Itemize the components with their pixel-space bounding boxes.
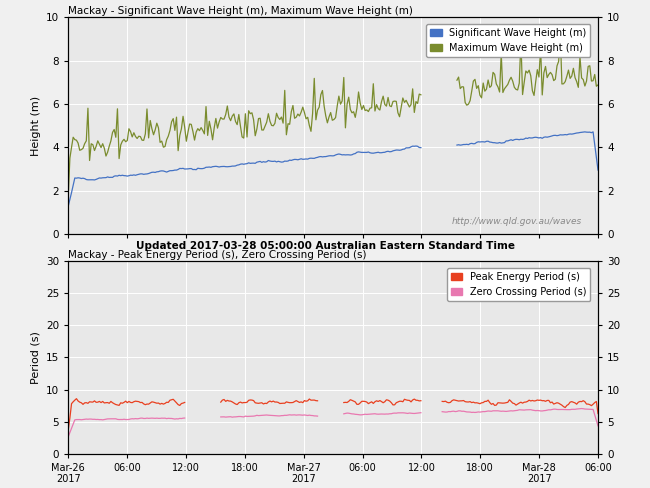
Text: http://www.qld.gov.au/waves: http://www.qld.gov.au/waves bbox=[452, 217, 582, 225]
Text: Mackay - Significant Wave Height (m), Maximum Wave Height (m): Mackay - Significant Wave Height (m), Ma… bbox=[68, 6, 413, 16]
Y-axis label: Height (m): Height (m) bbox=[31, 96, 40, 156]
Legend: Peak Energy Period (s), Zero Crossing Period (s): Peak Energy Period (s), Zero Crossing Pe… bbox=[447, 268, 590, 301]
Y-axis label: Period (s): Period (s) bbox=[31, 331, 40, 384]
Legend: Significant Wave Height (m), Maximum Wave Height (m): Significant Wave Height (m), Maximum Wav… bbox=[426, 24, 590, 57]
Text: Mackay - Peak Energy Period (s), Zero Crossing Period (s): Mackay - Peak Energy Period (s), Zero Cr… bbox=[68, 250, 367, 260]
Text: Updated 2017-03-28 05:00:00 Australian Eastern Standard Time: Updated 2017-03-28 05:00:00 Australian E… bbox=[135, 242, 515, 251]
